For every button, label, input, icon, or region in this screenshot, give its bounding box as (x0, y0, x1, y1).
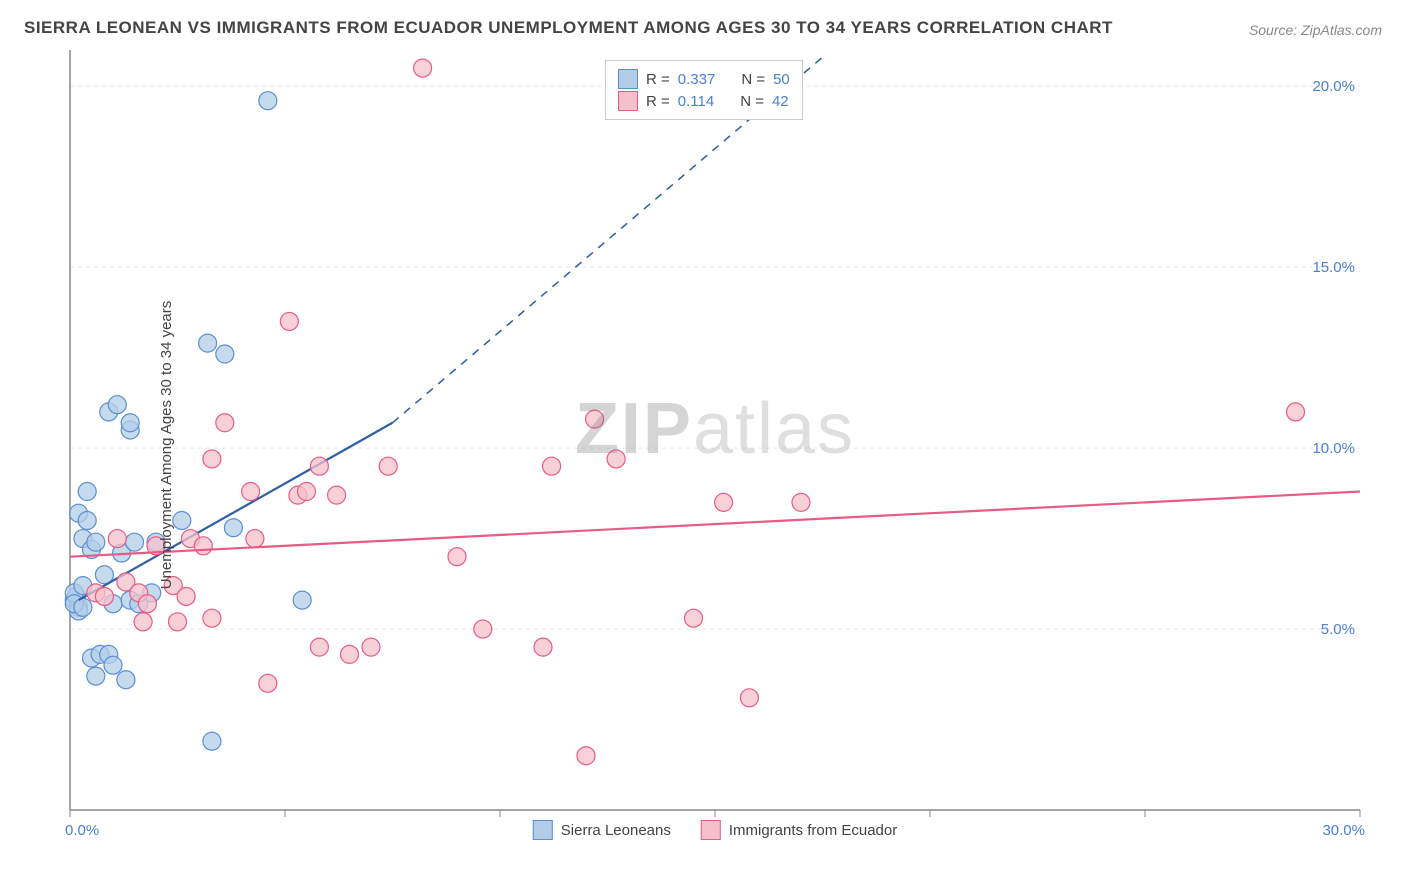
scatter-plot: Unemployment Among Ages 30 to 34 years 5… (50, 50, 1380, 840)
series-legend: Sierra Leoneans Immigrants from Ecuador (533, 820, 897, 840)
legend-swatch (701, 820, 721, 840)
x-axis-min-label: 0.0% (65, 822, 99, 839)
svg-text:5.0%: 5.0% (1321, 621, 1355, 638)
legend-r-prefix: R = (646, 93, 670, 110)
chart-svg: 5.0% 10.0% 15.0% 20.0% (50, 50, 1380, 840)
legend-row: R = 0.114 N = 42 (618, 91, 790, 111)
legend-swatch (618, 69, 638, 89)
series-label: Sierra Leoneans (561, 822, 671, 839)
series-label: Immigrants from Ecuador (729, 822, 897, 839)
series-legend-item: Immigrants from Ecuador (701, 820, 897, 840)
legend-r-value: 0.114 (678, 93, 714, 110)
stats-legend: R = 0.337 N = 50 R = 0.114 N = 42 (605, 60, 803, 120)
legend-swatch (618, 91, 638, 111)
series-legend-item: Sierra Leoneans (533, 820, 671, 840)
legend-n-value: 42 (772, 93, 789, 110)
legend-n-prefix: N = (740, 93, 764, 110)
legend-row: R = 0.337 N = 50 (618, 69, 790, 89)
legend-r-value: 0.337 (678, 71, 716, 88)
legend-n-value: 50 (773, 71, 790, 88)
chart-title: SIERRA LEONEAN VS IMMIGRANTS FROM ECUADO… (24, 18, 1113, 38)
legend-r-prefix: R = (646, 71, 670, 88)
source-attribution: Source: ZipAtlas.com (1249, 22, 1382, 38)
legend-swatch (533, 820, 553, 840)
svg-text:15.0%: 15.0% (1312, 259, 1355, 276)
legend-n-prefix: N = (741, 71, 765, 88)
x-axis-max-label: 30.0% (1322, 822, 1365, 839)
svg-text:10.0%: 10.0% (1312, 440, 1355, 457)
svg-text:20.0%: 20.0% (1312, 78, 1355, 95)
y-axis-label: Unemployment Among Ages 30 to 34 years (158, 301, 175, 590)
